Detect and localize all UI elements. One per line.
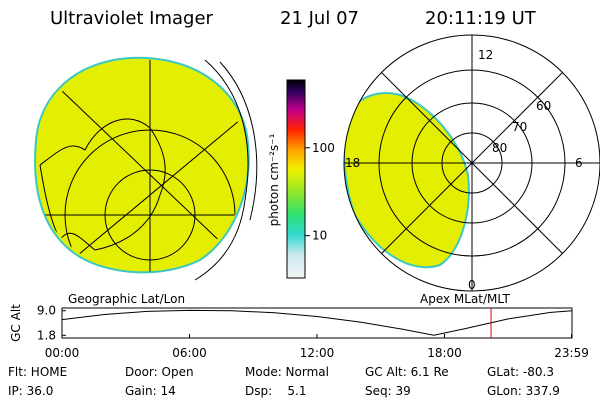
mlt-label: 6 (575, 156, 583, 170)
x-tick-label: 23:59 (554, 346, 589, 360)
time: 20:11:19 UT (425, 8, 537, 29)
status-field: GLon: 337.9 (487, 384, 560, 398)
geographic-panel (33, 56, 258, 281)
status-field: GC Alt: 6.1 Re (365, 365, 449, 379)
color-bar-label: photon cm⁻²s⁻¹ (267, 133, 281, 226)
y-tick-label: 1.8 (37, 328, 56, 342)
status-field: Seq: 39 (365, 384, 411, 398)
status-field: GLat: -80.3 (487, 365, 554, 379)
status-field: IP: 36.0 (8, 384, 53, 398)
mlat-label: 70 (512, 120, 527, 134)
status-field: Door: Open (125, 365, 194, 379)
date: 21 Jul 07 (280, 8, 359, 29)
status-field: Dsp: 5.1 (245, 384, 307, 398)
x-tick-label: 06:00 (172, 346, 207, 360)
x-tick-label: 12:00 (300, 346, 335, 360)
y-tick-label: 9.0 (37, 304, 56, 318)
x-tick-label: 00:00 (45, 346, 80, 360)
y-axis-label: GC Alt (9, 304, 23, 342)
color-bar (286, 79, 306, 279)
status-field: Mode: Normal (245, 365, 329, 379)
title: Ultraviolet Imager (50, 8, 214, 29)
mlat-label: 60 (536, 99, 551, 113)
color-bar-tick-label: 10 (312, 229, 327, 243)
altitude-line (61, 309, 573, 336)
panel-label: Geographic Lat/Lon (68, 292, 185, 306)
mlat-label: 80 (492, 141, 507, 155)
status-field: Flt: HOME (8, 365, 67, 379)
x-tick-label: 18:00 (427, 346, 462, 360)
polar-panel (343, 34, 600, 292)
panel-label: Apex MLat/MLT (420, 292, 510, 306)
status-field: Gain: 14 (125, 384, 176, 398)
color-bar-tick-label: 100 (312, 141, 335, 155)
mlt-label: 12 (478, 48, 493, 62)
mlt-label: 18 (345, 156, 360, 170)
mlt-label: 0 (468, 278, 476, 292)
